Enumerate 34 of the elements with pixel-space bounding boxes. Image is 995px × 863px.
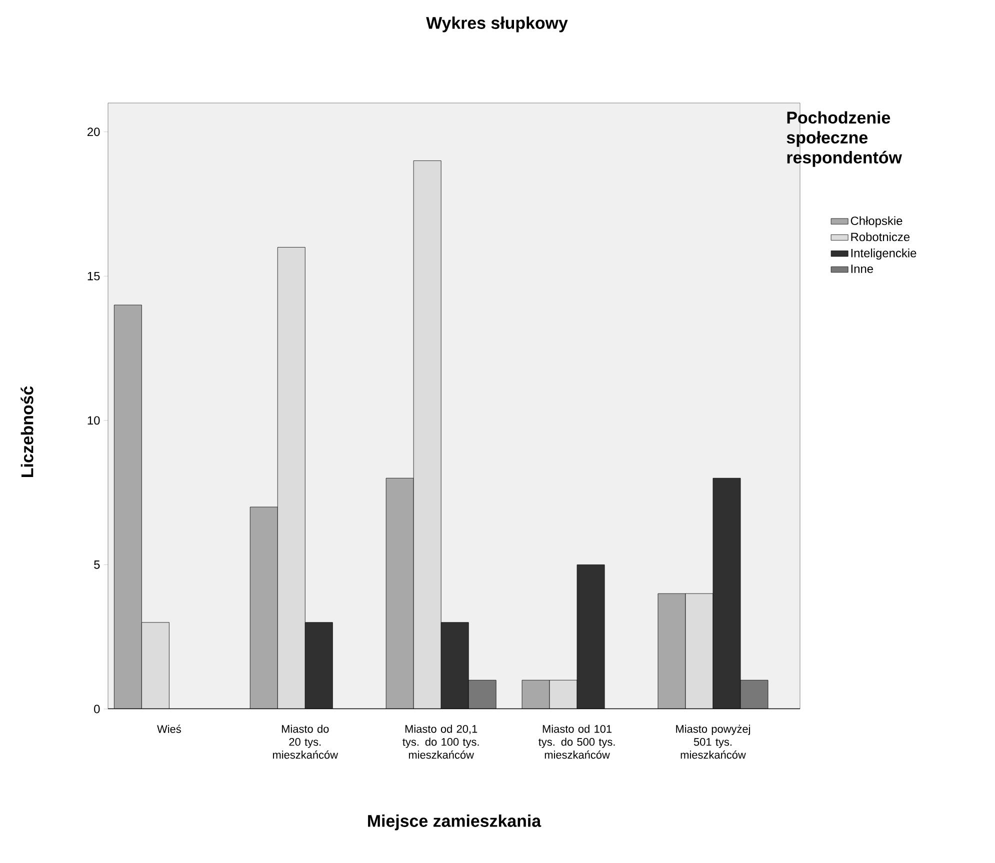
legend-title: Pochodzenie społeczne respondentów bbox=[786, 111, 902, 167]
bar bbox=[576, 564, 605, 709]
bar bbox=[522, 680, 550, 709]
bar bbox=[712, 478, 741, 709]
bar bbox=[250, 506, 278, 709]
bar bbox=[277, 247, 306, 709]
bar bbox=[740, 680, 768, 709]
legend-label: Inne bbox=[851, 264, 873, 274]
y-tick-label: 0 bbox=[94, 704, 100, 714]
x-tick-label: Miasto do 20 tys. mieszkańców bbox=[272, 724, 338, 759]
x-tick-label: Miasto powyżej 501 tys. mieszkańców bbox=[676, 724, 750, 759]
legend-label: Robotnicze bbox=[851, 232, 910, 242]
y-tick-label: 10 bbox=[88, 416, 100, 425]
bar bbox=[468, 680, 496, 709]
y-tick-label: 5 bbox=[94, 560, 100, 569]
y-axis-title: Liczebność bbox=[20, 386, 34, 477]
bar bbox=[114, 304, 142, 709]
legend-label: Chłopskie bbox=[850, 216, 902, 228]
y-tick-label: 15 bbox=[88, 272, 100, 280]
bar bbox=[685, 593, 714, 709]
x-axis-title: Miejsce zamieszkania bbox=[368, 814, 542, 830]
bar bbox=[549, 680, 578, 709]
bar bbox=[658, 593, 686, 709]
chart-title: Wykres słupkowy bbox=[426, 16, 568, 32]
x-tick-label: Miasto od 101 tys. do 500 tys. mieszkańców bbox=[538, 724, 615, 759]
bar bbox=[386, 478, 414, 709]
x-tick-label: Miasto od 20,1 tys. do 100 tys. mieszkańców bbox=[402, 724, 479, 759]
bar bbox=[440, 622, 469, 709]
bar bbox=[304, 622, 333, 709]
x-tick-label: Wieś bbox=[157, 724, 181, 733]
bar bbox=[413, 160, 442, 709]
bar bbox=[141, 622, 170, 709]
y-tick-label: 20 bbox=[88, 128, 100, 136]
legend-label: Inteligenckie bbox=[851, 248, 916, 260]
